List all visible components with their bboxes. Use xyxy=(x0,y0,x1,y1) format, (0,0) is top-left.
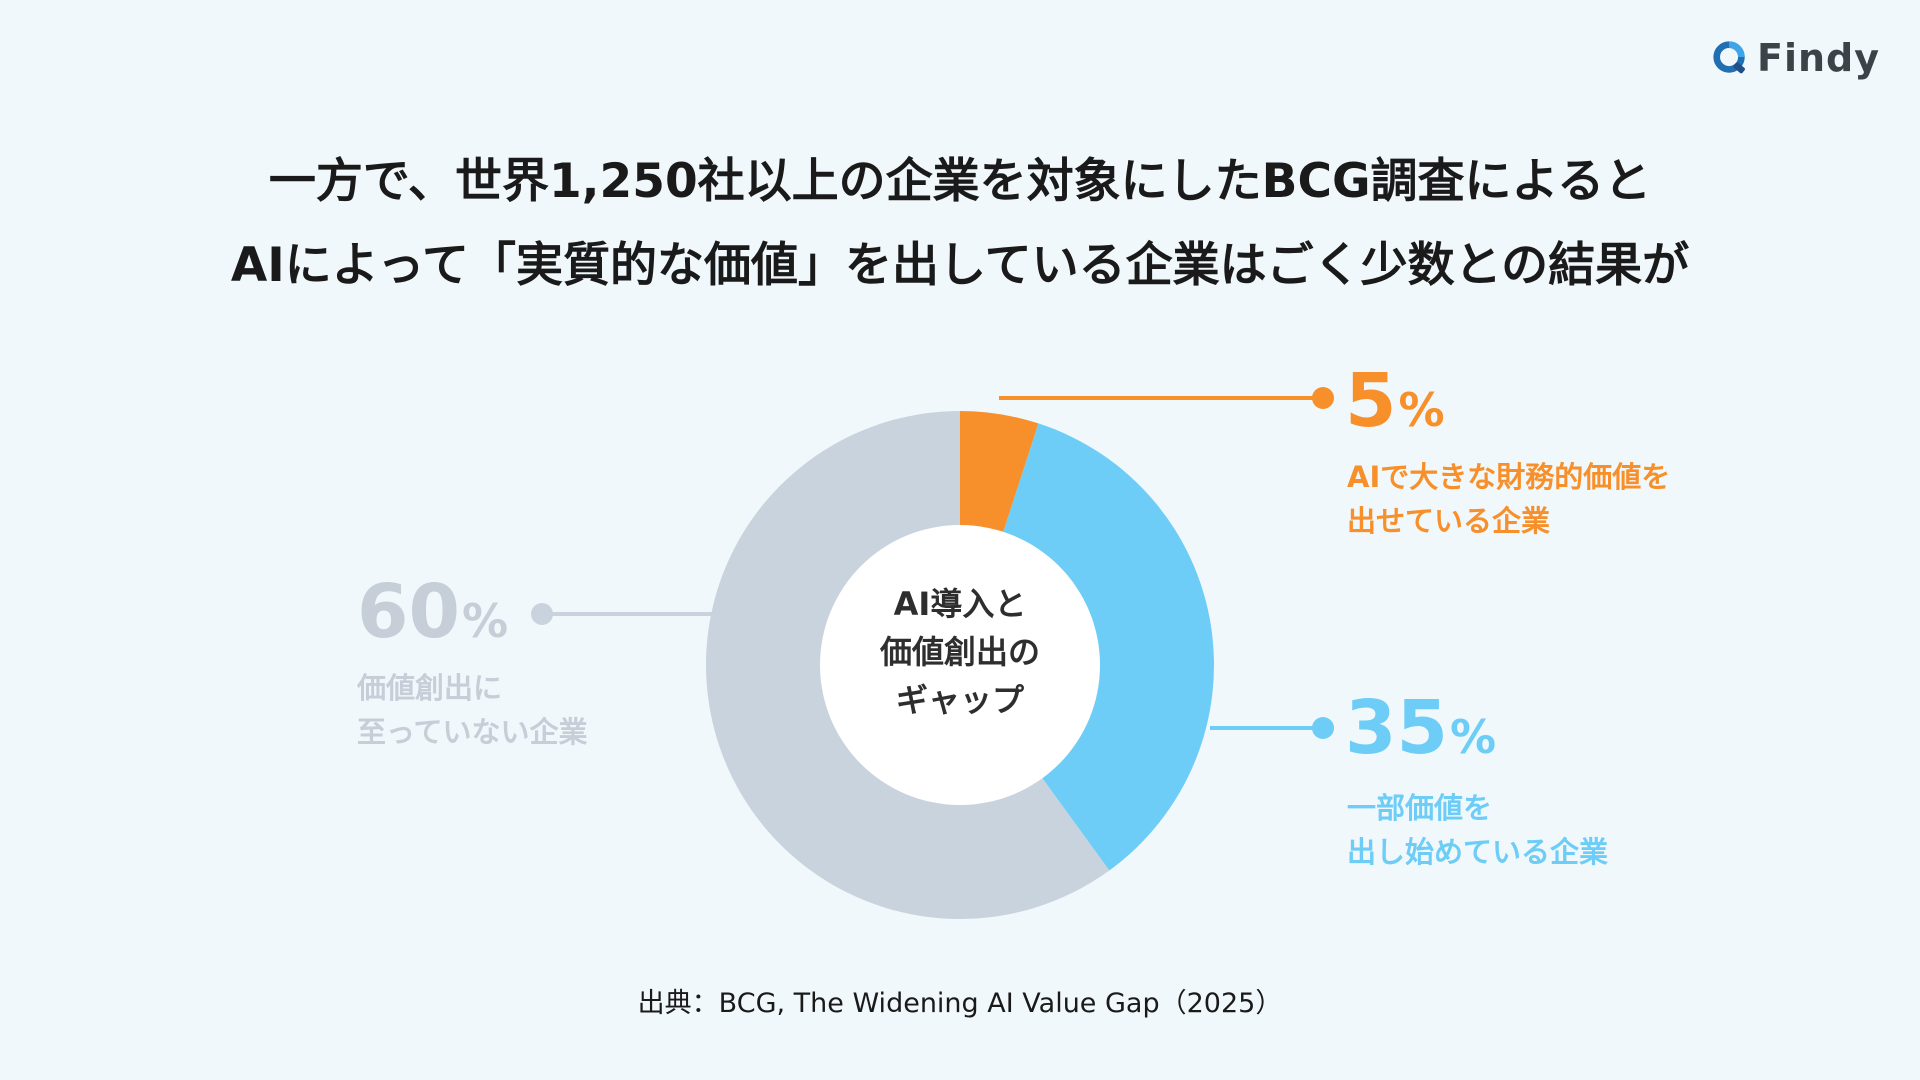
slice-value-5: 5% xyxy=(1345,364,1445,438)
headline: 一方で、世界1,250社以上の企業を対象にしたBCG調査によると AIによって「… xyxy=(0,140,1920,308)
slice-value-60-number: 60 xyxy=(357,569,460,655)
donut-hole xyxy=(820,525,1100,805)
slice-label-35-line-2: 出し始めている企業 xyxy=(1347,835,1609,869)
slice-value-60-unit: % xyxy=(461,594,509,648)
brand-name: Findy xyxy=(1756,36,1880,80)
slice-value-35-number: 35 xyxy=(1345,685,1448,771)
slice-label-5: AIで大きな財務的価値を 出せている企業 xyxy=(1347,455,1670,543)
leader-dot-5 xyxy=(1312,387,1334,409)
center-label-line-3: ギャップ xyxy=(895,681,1024,719)
leader-dot-60 xyxy=(531,603,553,625)
slice-label-35-line-1: 一部価値を xyxy=(1347,791,1493,825)
leader-dot-35 xyxy=(1312,717,1334,739)
center-label-line-1: AI導入と xyxy=(893,585,1027,623)
headline-line-1: 一方で、世界1,250社以上の企業を対象にしたBCG調査によると xyxy=(268,154,1652,209)
source-citation: 出典：BCG, The Widening AI Value Gap（2025） xyxy=(637,988,1283,1019)
slice-value-35-unit: % xyxy=(1449,710,1497,764)
findy-q-icon xyxy=(1713,41,1745,74)
headline-line-2: AIによって「実質的な価値」を出している企業はごく少数との結果が xyxy=(230,238,1690,293)
slice-value-35: 35% xyxy=(1345,691,1496,765)
slice-label-60: 価値創出に 至っていない企業 xyxy=(357,666,588,754)
slice-value-5-number: 5 xyxy=(1345,358,1397,444)
leader-line-5 xyxy=(999,396,1323,400)
findy-logo: Findy xyxy=(1711,36,1880,80)
slice-label-60-line-2: 至っていない企業 xyxy=(357,715,588,749)
slice-label-5-line-1: AIで大きな財務的価値を xyxy=(1347,460,1671,494)
slice-label-60-line-1: 価値創出に xyxy=(357,671,503,705)
slice-label-5-line-2: 出せている企業 xyxy=(1347,504,1551,538)
slice-value-5-unit: % xyxy=(1398,383,1445,437)
donut-center-label: AI導入と 価値創出の ギャップ xyxy=(825,580,1095,724)
slice-value-60: 60% xyxy=(357,575,508,649)
center-label-line-2: 価値創出の xyxy=(879,633,1040,671)
slice-label-35: 一部価値を 出し始めている企業 xyxy=(1347,786,1608,874)
